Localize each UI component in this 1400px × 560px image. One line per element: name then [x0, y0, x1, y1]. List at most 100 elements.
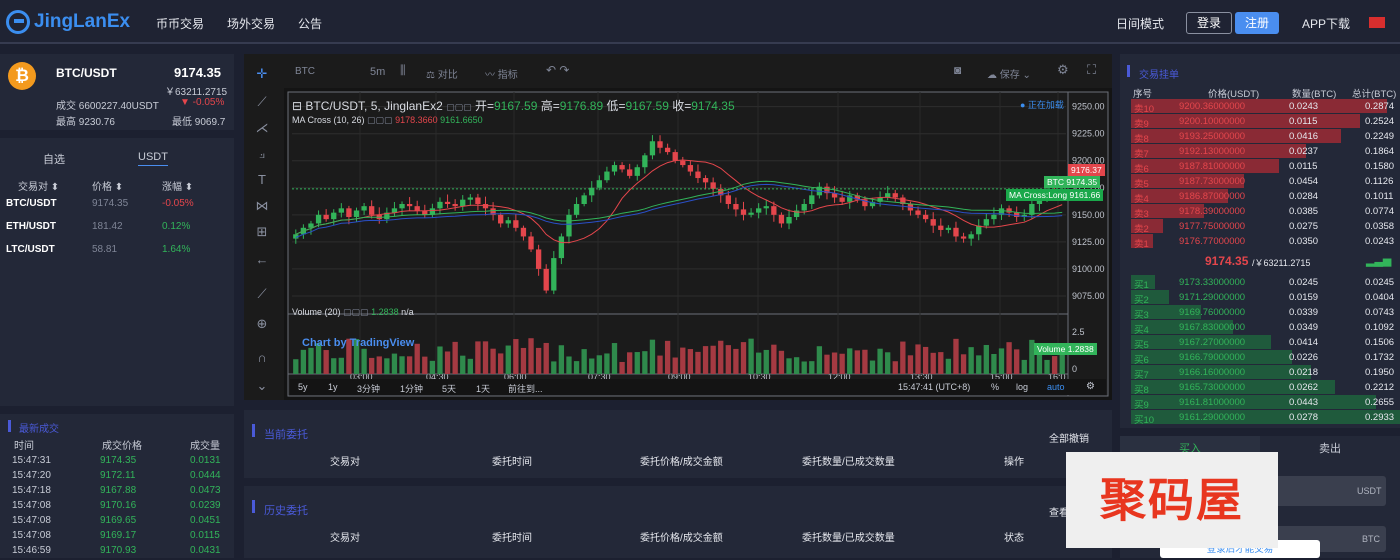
trade-qty: 0.0115 — [190, 530, 220, 541]
legend-collapse-icon[interactable]: ⊟ — [292, 99, 306, 113]
market-row[interactable]: BTC/USDT 9174.35 -0.05% — [0, 198, 234, 214]
candle-body — [976, 225, 982, 235]
auto-toggle[interactable]: auto — [1047, 382, 1065, 392]
candle-body — [361, 206, 367, 211]
bid-row[interactable]: 买6 9166.79000000 0.0226 0.1732 — [1131, 350, 1400, 366]
volume-bar — [801, 361, 807, 374]
bid-row[interactable]: 买2 9171.29000000 0.0159 0.0404 — [1131, 290, 1400, 306]
ma-controls-icon[interactable]: ▢▢▢ — [367, 115, 393, 125]
pitchfork-icon[interactable]: ⋌ — [255, 120, 269, 135]
nav-announcements[interactable]: 公告 — [298, 17, 323, 31]
undo-redo-icon[interactable]: ↶ ↷ — [546, 63, 570, 77]
indicators-button[interactable]: 〰 指标 — [485, 70, 518, 81]
candle-body — [945, 227, 952, 230]
pattern-icon[interactable]: ⋈ — [255, 198, 269, 213]
volume-bar — [854, 350, 860, 374]
price-chart[interactable]: 9250.009225.009200.009175.009150.009125.… — [284, 88, 1112, 400]
range-button[interactable]: 5天 — [442, 384, 457, 394]
volume-bar — [1059, 353, 1065, 374]
crosshair-icon[interactable]: ✛ — [256, 66, 268, 81]
chart-settings-icon[interactable]: ⚙ — [1086, 381, 1095, 392]
ask-row[interactable]: 卖7 9192.13000000 0.0237 0.1864 — [1131, 144, 1400, 160]
market-row[interactable]: LTC/USDT 58.81 1.64% — [0, 244, 234, 260]
candle-style-icon[interactable]: ⫼ — [400, 63, 406, 77]
range-button[interactable]: 1天 — [476, 384, 491, 394]
symbol-search[interactable]: BTC — [295, 66, 315, 77]
compare-button[interactable]: ⚖ 对比 — [426, 70, 458, 81]
measure-icon[interactable]: ⊞ — [256, 224, 268, 239]
trade-qty: 0.0239 — [190, 500, 221, 511]
bid-row[interactable]: 买1 9173.33000000 0.0245 0.0245 — [1131, 275, 1400, 291]
ask-row[interactable]: 卖10 9200.36000000 0.0243 0.2874 — [1131, 99, 1400, 115]
register-button[interactable]: 注册 — [1235, 12, 1279, 34]
trade-row: 15:47:08 9169.65 0.0451 — [0, 515, 234, 530]
ask-row[interactable]: 卖8 9193.25000000 0.0416 0.2249 — [1131, 129, 1400, 145]
ask-row[interactable]: 卖9 9200.10000000 0.0115 0.2524 — [1131, 114, 1400, 130]
tab-usdt[interactable]: USDT — [138, 151, 168, 166]
header-change[interactable]: 涨幅 ⬍ — [162, 182, 194, 193]
chevron-down-icon[interactable]: ⌄ — [256, 378, 268, 393]
zoom-in-icon[interactable]: ⊕ — [256, 316, 268, 331]
cancel-all-button[interactable]: 全部撤销 — [1049, 434, 1089, 445]
ask-row[interactable]: 卖5 9187.73000000 0.0454 0.1126 — [1131, 174, 1400, 190]
header-price[interactable]: 价格 ⬍ — [92, 182, 124, 193]
bid-row[interactable]: 买3 9169.76000000 0.0339 0.0743 — [1131, 305, 1400, 321]
bid-row[interactable]: 买4 9167.83000000 0.0349 0.1092 — [1131, 320, 1400, 336]
candle-body — [437, 201, 443, 209]
market-row[interactable]: ETH/USDT 181.42 0.12% — [0, 221, 234, 237]
range-button[interactable]: 3分钟 — [357, 384, 381, 394]
settings-gear-icon[interactable]: ⚙ — [1057, 62, 1069, 77]
range-button[interactable]: 1y — [328, 382, 338, 392]
ask-row[interactable]: 卖3 9178.39000000 0.0385 0.0774 — [1131, 204, 1400, 220]
trend-line-icon[interactable]: ⟋ — [257, 94, 267, 109]
header-pair[interactable]: 交易对 ⬍ — [18, 182, 60, 193]
text-tool-icon[interactable]: T — [258, 172, 266, 187]
bid-row[interactable]: 买7 9166.16000000 0.0218 0.1950 — [1131, 365, 1400, 381]
ob-total: 0.0404 — [1365, 292, 1395, 303]
ask-row[interactable]: 卖2 9177.75000000 0.0275 0.0358 — [1131, 219, 1400, 235]
view-more-link[interactable]: 查看 — [1049, 508, 1069, 519]
candle-body — [1029, 204, 1035, 215]
volume-bar — [702, 346, 709, 374]
nav-spot-trading[interactable]: 币币交易 — [156, 17, 205, 31]
china-flag-icon[interactable] — [1369, 17, 1385, 28]
ask-row[interactable]: 卖6 9187.81000000 0.0115 0.1580 — [1131, 159, 1400, 175]
ob-index: 买9 — [1134, 400, 1149, 411]
x-tick-label: 15:00 — [990, 372, 1013, 382]
login-button[interactable]: 登录 — [1186, 12, 1232, 34]
bid-row[interactable]: 买5 9167.27000000 0.0414 0.1506 — [1131, 335, 1400, 351]
ask-row[interactable]: 卖1 9176.77000000 0.0350 0.0243 — [1131, 234, 1400, 250]
mid-cny: /￥63211.2715 — [1252, 258, 1311, 268]
volume-bar — [687, 349, 694, 374]
day-mode-toggle[interactable]: 日间模式 — [1116, 17, 1165, 31]
save-button[interactable]: ☁ 保存 ⌄ — [987, 70, 1031, 81]
magnet-icon[interactable]: ∩ — [257, 350, 267, 365]
brush-icon[interactable]: ⟓ — [258, 146, 266, 161]
candle-body — [551, 258, 557, 291]
back-arrow-icon[interactable]: ← — [255, 252, 269, 267]
camera-icon[interactable]: ◙ — [954, 63, 962, 77]
ruler-icon[interactable]: ⟋ — [257, 286, 267, 301]
interval-select[interactable]: 5m — [370, 66, 386, 78]
app-download-link[interactable]: APP下载 — [1302, 17, 1351, 31]
volume-bar — [444, 351, 451, 374]
bid-row[interactable]: 买10 9161.29000000 0.0278 0.2933 — [1131, 410, 1400, 426]
bid-row[interactable]: 买8 9165.73000000 0.0262 0.2212 — [1131, 380, 1400, 396]
brand-logo[interactable]: JingLanEx — [6, 9, 130, 35]
bid-row[interactable]: 买9 9161.81000000 0.0443 0.2655 — [1131, 395, 1400, 411]
volume-controls-icon[interactable]: ▢▢▢ — [343, 307, 369, 317]
candle-body — [490, 208, 496, 215]
ob-price: 9193.25000000 — [1179, 131, 1246, 142]
range-button[interactable]: 1分钟 — [400, 384, 424, 394]
log-toggle[interactable]: log — [1016, 382, 1029, 392]
percent-toggle[interactable]: % — [991, 382, 1000, 392]
ask-row[interactable]: 卖4 9186.87000000 0.0284 0.1011 — [1131, 189, 1400, 205]
sell-tab[interactable]: 卖出 — [1319, 443, 1341, 455]
legend-controls-icon[interactable]: ▢▢▢ — [446, 102, 472, 112]
range-button[interactable]: 5y — [298, 382, 308, 392]
fullscreen-icon[interactable]: ⛶ — [1087, 62, 1097, 77]
tab-favorites[interactable]: 自选 — [43, 154, 65, 166]
range-button[interactable]: 前往到... — [508, 384, 543, 394]
ob-price: 9166.16000000 — [1179, 367, 1246, 378]
nav-otc-trading[interactable]: 场外交易 — [227, 17, 276, 31]
